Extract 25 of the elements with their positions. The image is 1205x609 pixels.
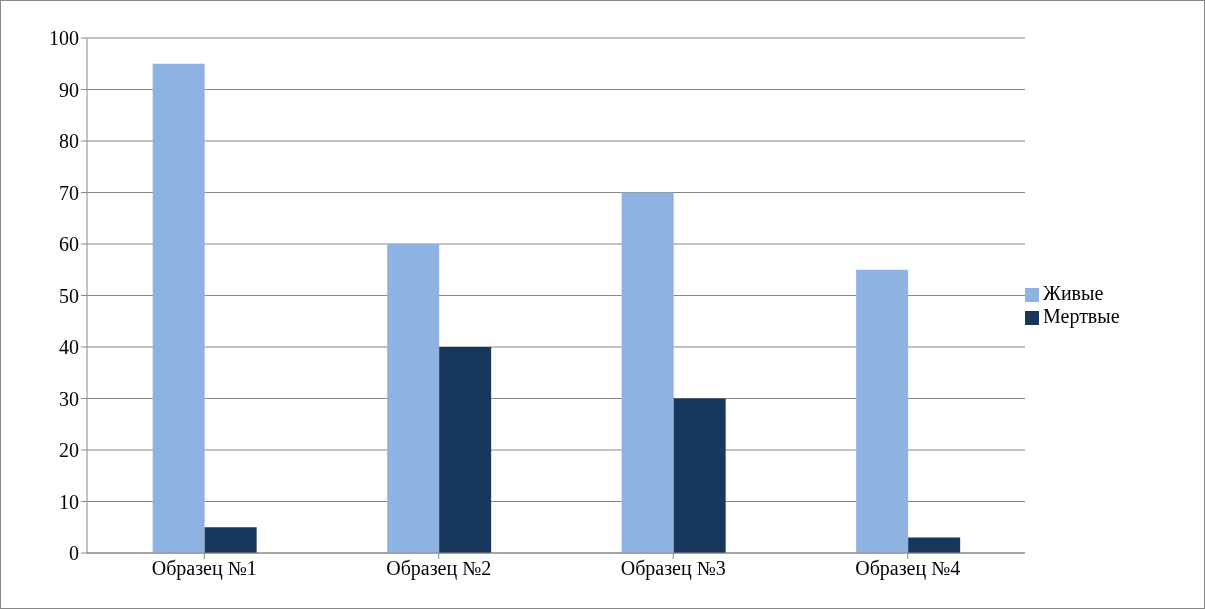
bar [856,269,909,553]
bar [387,244,440,553]
bar [673,398,726,553]
bar [908,537,961,553]
y-tick-label: 0 [69,542,79,565]
y-tick-label: 30 [59,387,79,410]
y-tick-label: 10 [59,490,79,513]
x-tick-label: Образец №3 [620,557,726,581]
x-tick-label: Образец №2 [386,557,492,581]
y-tick-label: 90 [59,78,79,101]
legend-label: Живые [1043,281,1104,304]
y-tick-label: 40 [59,336,79,359]
y-tick-label: 50 [59,284,79,307]
y-tick-label: 70 [59,181,79,204]
bar [204,527,257,553]
y-tick-label: 80 [59,130,79,153]
x-tick-label: Образец №1 [151,557,257,581]
y-tick-label: 20 [59,439,79,462]
bar [439,347,492,553]
bar [621,192,674,553]
bar [152,63,205,553]
y-tick-label: 100 [49,27,79,50]
x-tick-label: Образец №4 [855,557,961,581]
y-tick-label: 60 [59,233,79,256]
legend-label: Мертвые [1043,304,1120,327]
